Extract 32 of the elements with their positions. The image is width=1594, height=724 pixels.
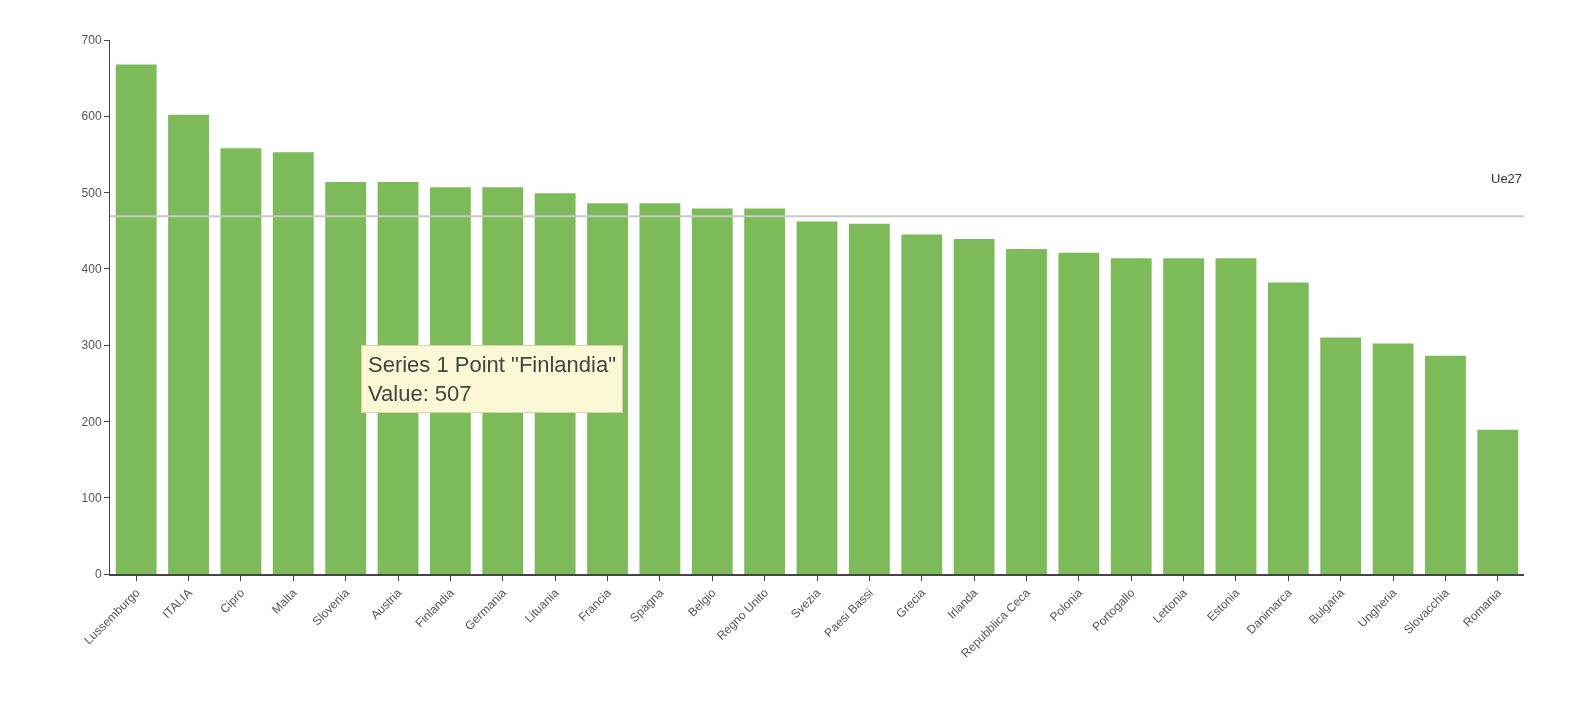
bar	[1215, 258, 1257, 574]
bar	[744, 208, 786, 574]
bar	[220, 148, 262, 574]
bar	[1477, 429, 1519, 574]
bar	[796, 221, 838, 574]
bar	[115, 64, 157, 574]
y-tick-label: 200	[81, 414, 102, 429]
bar	[901, 234, 943, 574]
bar	[953, 239, 995, 574]
bar	[272, 152, 314, 574]
y-tick-label: 600	[81, 109, 102, 124]
bar	[639, 203, 681, 574]
y-tick-label: 700	[81, 33, 102, 48]
bar	[1110, 258, 1152, 574]
ref-line-label: Ue27	[1491, 171, 1523, 186]
bar	[325, 181, 367, 574]
y-tick-label: 0	[94, 567, 102, 582]
y-tick-label: 400	[81, 262, 102, 277]
bar	[1163, 258, 1205, 574]
bar	[1425, 355, 1466, 574]
y-tick-label: 100	[81, 490, 102, 505]
bar	[1058, 252, 1100, 574]
bar	[1267, 282, 1309, 574]
bar	[1006, 249, 1047, 574]
bar	[168, 114, 209, 574]
bar	[1320, 337, 1362, 574]
bar	[691, 208, 733, 574]
bar	[848, 223, 890, 574]
y-tick-label: 300	[81, 338, 102, 353]
y-tick-label: 500	[81, 185, 102, 200]
bar	[1372, 343, 1414, 574]
annotation: Series 1 Point "Finlandia" Value: 507	[368, 352, 616, 406]
